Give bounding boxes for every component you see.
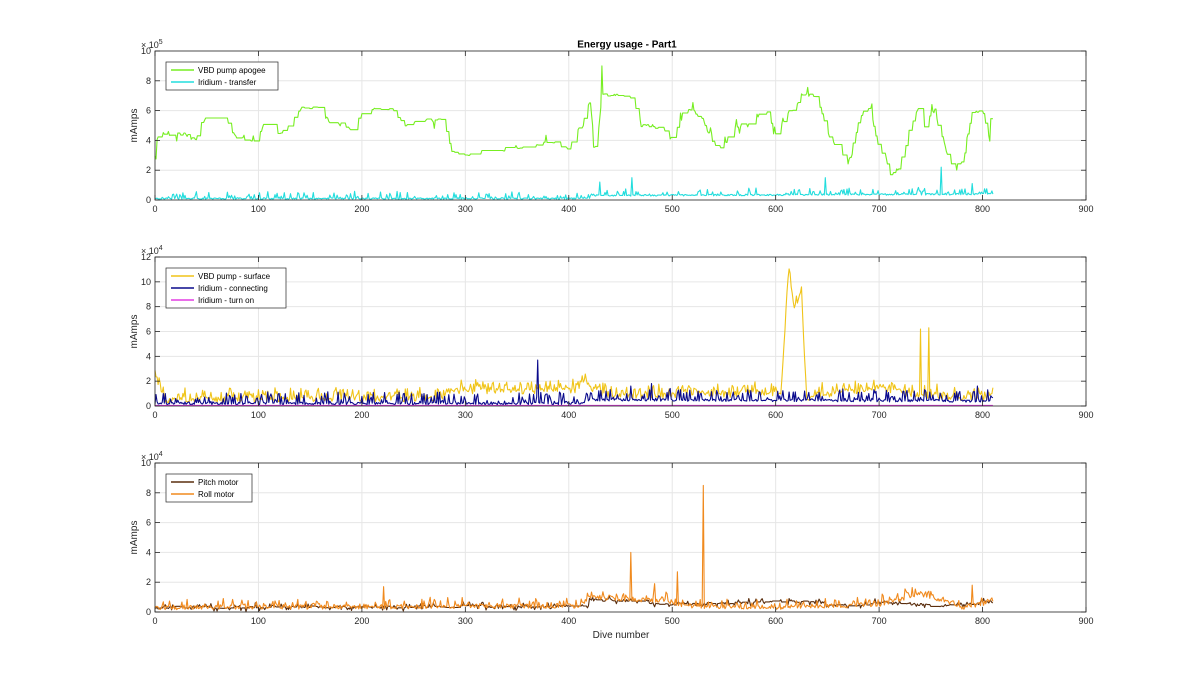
x-tick-label: 400 — [561, 204, 576, 214]
series-line-roll-motor — [154, 484, 994, 611]
x-tick-label: 700 — [872, 410, 887, 420]
y-tick-label: 8 — [146, 76, 151, 86]
legend-label: Pitch motor — [198, 478, 239, 487]
y-tick-label: 6 — [146, 518, 151, 528]
y-tick-label: 12 — [141, 252, 151, 262]
x-tick-label: 400 — [561, 410, 576, 420]
y-exponent-label: × 105 — [141, 39, 163, 50]
y-exponent-power: 5 — [159, 39, 163, 46]
legend-label: Iridium - transfer — [198, 78, 257, 87]
x-tick-label: 300 — [458, 204, 473, 214]
axes-box — [154, 462, 1087, 613]
x-tick-label: 500 — [665, 204, 680, 214]
figure-title: Energy usage - Part1 — [577, 40, 677, 51]
x-tick-label: 600 — [768, 204, 783, 214]
x-tick-label: 600 — [768, 616, 783, 626]
y-tick-label: 4 — [146, 547, 151, 557]
y-tick-label: 2 — [146, 376, 151, 386]
y-tick-label: 2 — [146, 577, 151, 587]
x-axis-label: Dive number — [593, 630, 650, 641]
x-tick-label: 800 — [975, 204, 990, 214]
y-tick-label: 0 — [146, 401, 151, 411]
y-tick-label: 4 — [146, 135, 151, 145]
y-tick-label: 6 — [146, 106, 151, 116]
series-line-vbd-pump-surface — [154, 268, 994, 404]
x-tick-label: 700 — [872, 204, 887, 214]
x-tick-label: 800 — [975, 410, 990, 420]
y-tick-label: 6 — [146, 327, 151, 337]
y-tick-label: 10 — [141, 277, 151, 287]
x-tick-label: 800 — [975, 616, 990, 626]
x-tick-label: 900 — [1078, 204, 1093, 214]
legend-label: Roll motor — [198, 490, 235, 499]
panel-1: 0 100 200 300 400 500 600 700 800 900 0 2 4 6 8 10× 105… — [129, 39, 1094, 214]
axes-box — [154, 50, 1087, 201]
x-tick-label: 100 — [251, 616, 266, 626]
legend-label: VBD pump apogee — [198, 66, 266, 75]
panel-3: 0 100 200 300 400 500 600 700 800 900 0 2 4 6 8 10× 104… — [129, 451, 1094, 626]
panel-2: 0 100 200 300 400 500 600 700 800 900 0 2 4 6 8 10 12× 1… — [129, 245, 1094, 420]
x-tick-label: 500 — [665, 616, 680, 626]
y-axis-label: mAmps — [129, 521, 140, 555]
x-tick-label: 200 — [354, 616, 369, 626]
y-tick-label: 10 — [141, 46, 151, 56]
y-tick-label: 10 — [141, 458, 151, 468]
y-tick-label: 0 — [146, 607, 151, 617]
y-tick-label: 0 — [146, 195, 151, 205]
legend-box — [165, 473, 253, 503]
y-tick-label: 8 — [146, 488, 151, 498]
x-tick-label: 300 — [458, 616, 473, 626]
y-tick-label: 2 — [146, 165, 151, 175]
y-tick-label: 8 — [146, 302, 151, 312]
legend-label: VBD pump - surface — [198, 272, 271, 281]
legend-label: Iridium - connecting — [198, 284, 268, 293]
x-tick-label: 100 — [251, 204, 266, 214]
series-line-iridium-connecting — [154, 359, 994, 406]
x-tick-label: 500 — [665, 410, 680, 420]
plot-area — [155, 463, 1086, 612]
x-tick-label: 300 — [458, 410, 473, 420]
y-axis-label: mAmps — [129, 109, 140, 143]
x-tick-label: 0 — [152, 204, 157, 214]
y-exponent-power: 4 — [159, 245, 163, 252]
x-tick-label: 0 — [152, 410, 157, 420]
x-tick-label: 0 — [152, 616, 157, 626]
x-tick-label: 200 — [354, 410, 369, 420]
y-exponent-label: × 104 — [141, 245, 163, 256]
plot-area — [155, 51, 1086, 200]
x-tick-label: 700 — [872, 616, 887, 626]
x-tick-label: 400 — [561, 616, 576, 626]
series-line-vbd-pump-apogee — [154, 65, 993, 176]
y-axis-label: mAmps — [129, 315, 140, 349]
x-tick-label: 200 — [354, 204, 369, 214]
x-tick-label: 100 — [251, 410, 266, 420]
y-exponent-label: × 104 — [141, 451, 163, 462]
x-tick-label: 600 — [768, 410, 783, 420]
x-tick-label: 900 — [1078, 410, 1093, 420]
series-line-iridium-transfer — [154, 166, 994, 200]
x-tick-label: 900 — [1078, 616, 1093, 626]
y-exponent-power: 4 — [159, 451, 163, 458]
y-tick-label: 4 — [146, 351, 151, 361]
legend-label: Iridium - turn on — [198, 296, 254, 305]
legend-box — [165, 61, 279, 91]
